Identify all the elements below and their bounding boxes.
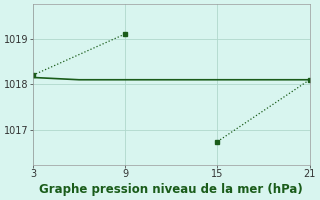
X-axis label: Graphe pression niveau de la mer (hPa): Graphe pression niveau de la mer (hPa)	[39, 183, 303, 196]
